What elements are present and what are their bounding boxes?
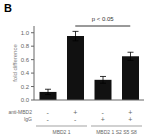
svg-text:0.6: 0.6	[21, 57, 30, 63]
svg-text:MBD2 1 S2 S5 S8: MBD2 1 S2 S5 S8	[96, 129, 137, 135]
svg-text:p < 0.05: p < 0.05	[92, 16, 115, 22]
svg-text:0.8: 0.8	[21, 43, 30, 49]
svg-text:+: +	[128, 109, 132, 116]
svg-text:fold difference: fold difference	[12, 44, 18, 82]
svg-text:0.4: 0.4	[21, 70, 30, 76]
svg-text:-: -	[74, 116, 77, 123]
svg-text:-: -	[102, 109, 105, 116]
svg-text:MBD2 1: MBD2 1	[52, 129, 70, 135]
svg-text:0.0: 0.0	[21, 97, 30, 103]
svg-text:-: -	[47, 116, 50, 123]
svg-text:-: -	[47, 109, 50, 116]
svg-text:+: +	[101, 116, 105, 123]
html-text:B: B	[4, 2, 12, 14]
svg-text:+: +	[73, 109, 77, 116]
svg-text:IgG: IgG	[24, 116, 32, 122]
svg-text:0.2: 0.2	[21, 84, 30, 90]
svg-text:+: +	[128, 116, 132, 123]
svg-text:anti-MBD2: anti-MBD2	[8, 109, 32, 115]
svg-text:1.0: 1.0	[21, 30, 30, 36]
